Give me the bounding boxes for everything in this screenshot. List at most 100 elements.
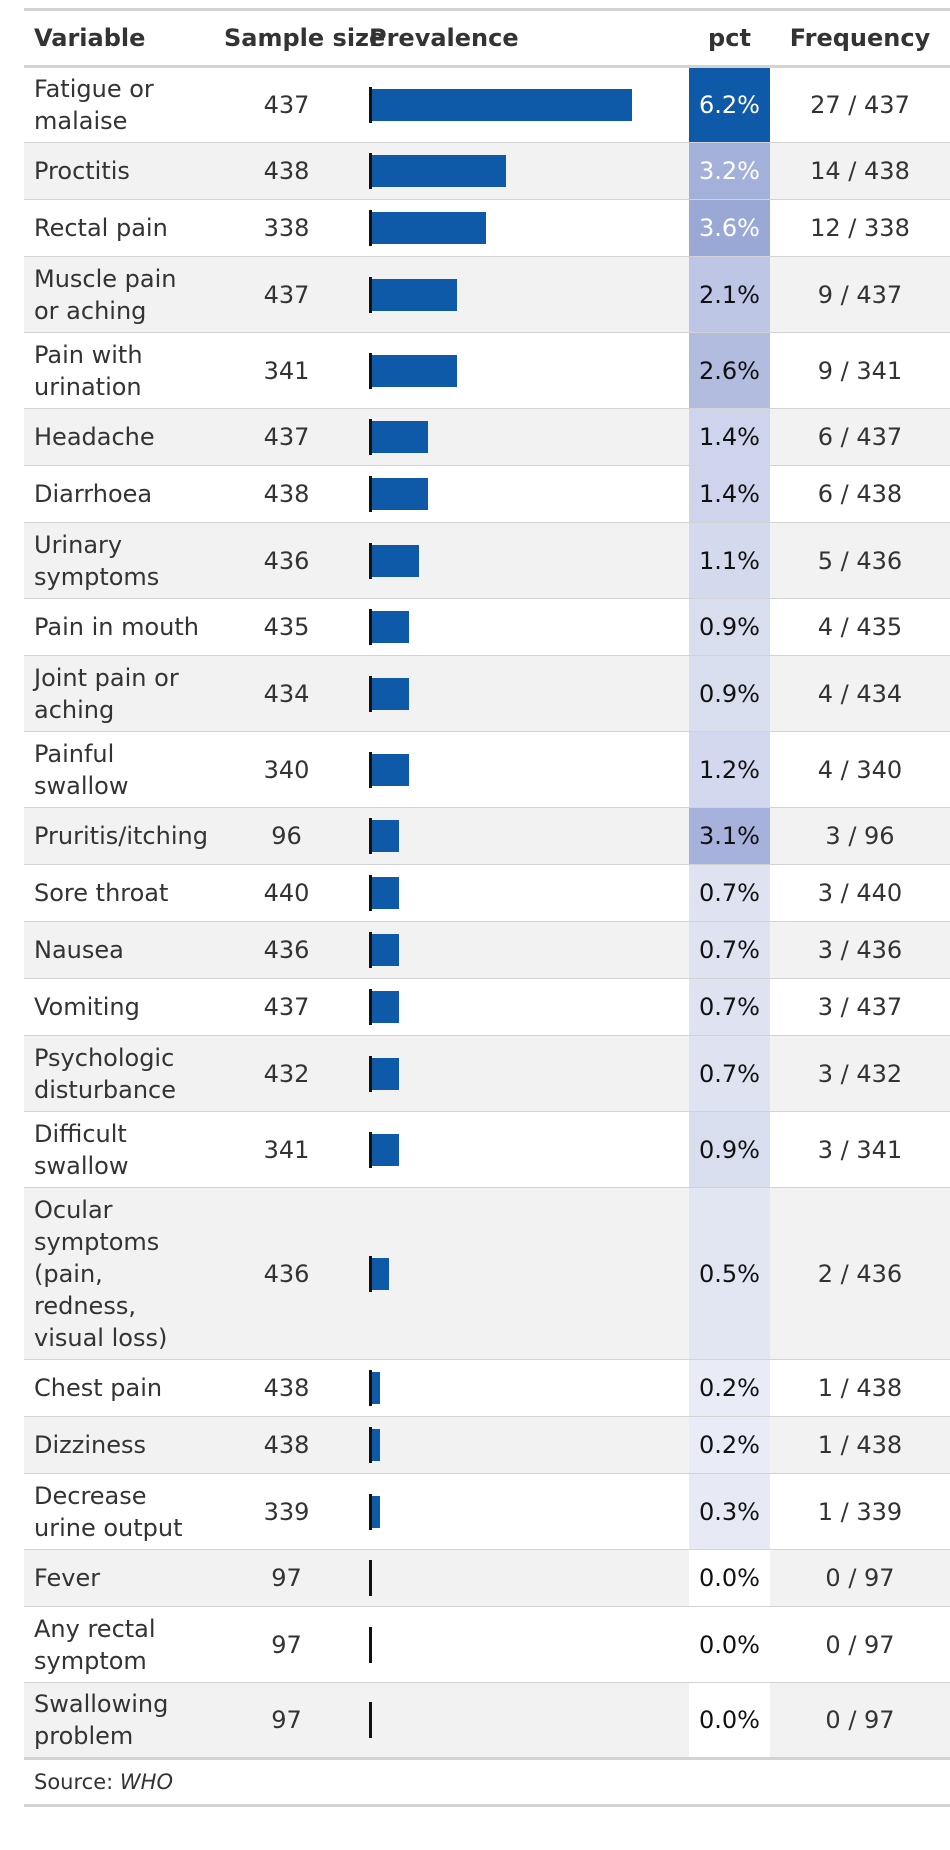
cell-prevalence xyxy=(359,598,689,656)
prevalence-bar-track xyxy=(359,930,689,970)
header-row: Variable Sample size Prevalence pct Freq… xyxy=(24,9,950,67)
header-prevalence[interactable]: Prevalence xyxy=(369,24,519,52)
cell-prevalence xyxy=(359,408,689,466)
bar-baseline xyxy=(369,1626,372,1663)
header-pct[interactable]: pct xyxy=(708,24,751,52)
table-row: Dizziness 438 0.2% 1 / 438 xyxy=(24,1416,950,1474)
prevalence-bar-track xyxy=(359,151,689,191)
cell-pct: 2.1% xyxy=(689,256,770,333)
prevalence-bar xyxy=(370,1257,390,1290)
prevalence-bar xyxy=(370,478,429,510)
header-sample-size[interactable]: Sample size xyxy=(224,24,386,52)
cell-pct: 0.7% xyxy=(689,978,770,1036)
prevalence-bar xyxy=(370,991,400,1023)
cell-prevalence xyxy=(359,1187,689,1360)
cell-variable: Headache xyxy=(24,408,214,466)
cell-pct: 0.9% xyxy=(689,655,770,732)
header-frequency[interactable]: Frequency xyxy=(789,24,931,52)
table-row: Headache 437 1.4% 6 / 437 xyxy=(24,408,950,466)
cell-frequency: 9 / 341 xyxy=(770,332,950,409)
table-row: Ocular symptoms (pain, redness, visual l… xyxy=(24,1187,950,1360)
bar-baseline xyxy=(369,609,372,645)
bar-baseline xyxy=(369,818,372,854)
cell-sample-size: 341 xyxy=(214,1111,359,1188)
cell-variable: Vomiting xyxy=(24,978,214,1036)
cell-prevalence xyxy=(359,864,689,922)
cell-prevalence xyxy=(359,142,689,200)
prevalence-bar-track xyxy=(359,417,689,457)
cell-prevalence xyxy=(359,1473,689,1550)
bar-baseline xyxy=(369,476,372,512)
prevalence-bar-track xyxy=(359,873,689,913)
cell-frequency: 9 / 437 xyxy=(770,256,950,333)
prevalence-bar-track xyxy=(359,607,689,647)
cell-pct: 3.6% xyxy=(689,199,770,257)
bar-baseline xyxy=(369,352,372,389)
cell-pct: 0.9% xyxy=(689,1111,770,1188)
prevalence-bar xyxy=(370,1372,380,1404)
prevalence-bar-track xyxy=(359,1254,689,1294)
cell-pct: 0.2% xyxy=(689,1416,770,1474)
cell-sample-size: 97 xyxy=(214,1606,359,1683)
cell-sample-size: 434 xyxy=(214,655,359,732)
cell-prevalence xyxy=(359,332,689,409)
cell-sample-size: 96 xyxy=(214,807,359,865)
cell-frequency: 6 / 437 xyxy=(770,408,950,466)
cell-prevalence xyxy=(359,807,689,865)
cell-pct: 0.9% xyxy=(689,598,770,656)
cell-prevalence xyxy=(359,199,689,257)
cell-variable: Urinary symptoms xyxy=(24,522,214,599)
cell-variable: Proctitis xyxy=(24,142,214,200)
table-row: Joint pain or aching 434 0.9% 4 / 434 xyxy=(24,655,950,732)
cell-prevalence xyxy=(359,921,689,979)
prevalence-table: Variable Sample size Prevalence pct Freq… xyxy=(24,8,950,1807)
cell-sample-size: 438 xyxy=(214,1416,359,1474)
table-row: Swallowing problem 97 0.0% 0 / 97 xyxy=(24,1682,950,1759)
prevalence-bar-track xyxy=(359,1425,689,1465)
bar-baseline xyxy=(369,153,372,189)
cell-sample-size: 97 xyxy=(214,1682,359,1759)
bar-baseline xyxy=(369,1370,372,1406)
table-row: Pain in mouth 435 0.9% 4 / 435 xyxy=(24,598,950,656)
table-row: Nausea 436 0.7% 3 / 436 xyxy=(24,921,950,979)
prevalence-bar xyxy=(370,820,400,852)
cell-frequency: 1 / 339 xyxy=(770,1473,950,1550)
cell-pct: 1.1% xyxy=(689,522,770,599)
table-row: Pruritis/itching 96 3.1% 3 / 96 xyxy=(24,807,950,865)
bar-baseline xyxy=(369,932,372,968)
prevalence-bar-track xyxy=(359,674,689,714)
bar-baseline xyxy=(369,1427,372,1463)
cell-frequency: 3 / 432 xyxy=(770,1035,950,1112)
cell-sample-size: 438 xyxy=(214,1359,359,1417)
prevalence-bar xyxy=(370,544,419,577)
cell-pct: 0.7% xyxy=(689,921,770,979)
prevalence-bar xyxy=(370,1429,380,1461)
cell-pct: 1.2% xyxy=(689,731,770,808)
cell-sample-size: 436 xyxy=(214,921,359,979)
cell-sample-size: 97 xyxy=(214,1549,359,1607)
cell-pct: 0.0% xyxy=(689,1549,770,1607)
bar-baseline xyxy=(369,542,372,579)
cell-pct: 1.4% xyxy=(689,465,770,523)
header-variable[interactable]: Variable xyxy=(34,24,146,52)
cell-sample-size: 340 xyxy=(214,731,359,808)
cell-variable: Diarrhoea xyxy=(24,465,214,523)
source-prefix: Source: xyxy=(34,1770,114,1794)
cell-sample-size: 437 xyxy=(214,256,359,333)
cell-frequency: 1 / 438 xyxy=(770,1416,950,1474)
cell-pct: 0.0% xyxy=(689,1606,770,1683)
table-row: Difficult swallow 341 0.9% 3 / 341 xyxy=(24,1111,950,1188)
prevalence-bar xyxy=(370,677,409,710)
prevalence-bar-track xyxy=(359,275,689,315)
bar-baseline xyxy=(369,87,372,123)
table-row: Pain with urination 341 2.6% 9 / 341 xyxy=(24,332,950,409)
cell-variable: Pain in mouth xyxy=(24,598,214,656)
cell-sample-size: 338 xyxy=(214,199,359,257)
cell-prevalence xyxy=(359,978,689,1036)
cell-frequency: 3 / 440 xyxy=(770,864,950,922)
cell-pct: 3.2% xyxy=(689,142,770,200)
cell-frequency: 6 / 438 xyxy=(770,465,950,523)
prevalence-bar xyxy=(370,1057,400,1090)
cell-prevalence xyxy=(359,1606,689,1683)
cell-variable: Difficult swallow xyxy=(24,1111,214,1188)
